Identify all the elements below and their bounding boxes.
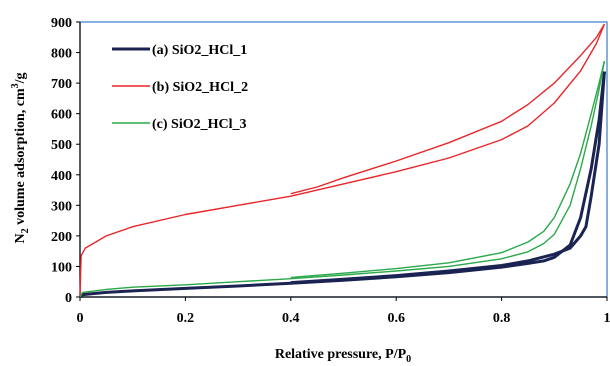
b-sio2-hcl-2-desorption-line — [290, 23, 606, 195]
legend-label: (c) SiO2_HCl_3 — [152, 117, 247, 132]
x-tick-label: 0.6 — [387, 311, 405, 326]
y-tick-label: 100 — [51, 260, 72, 275]
legend: (a) SiO2_HCl_1 (b) SiO2_HCl_2 (c) SiO2_HCl… — [112, 43, 248, 132]
y-axis-title: N2 volume adsorption, cm3/g — [10, 72, 31, 243]
series-layer — [78, 23, 606, 299]
x-axis-title: Relative pressure, P/P0 — [275, 347, 411, 365]
x-tick-label: 1 — [604, 311, 610, 326]
y-tick-label: 500 — [51, 138, 72, 153]
y-tick-label: 400 — [51, 169, 72, 184]
y-tick-label: 200 — [51, 230, 72, 245]
y-tick-label: 700 — [51, 77, 72, 92]
x-tick-label: 0.2 — [177, 311, 195, 326]
b-sio2-hcl-2-adsorption-line — [79, 23, 606, 298]
x-tick-label: 0.8 — [493, 311, 511, 326]
plot-area — [79, 21, 608, 298]
y-tick-label: 900 — [51, 16, 72, 31]
y-tick-label: 300 — [51, 199, 72, 214]
x-axis-ticks: 0 0.2 0.4 0.6 0.8 1 — [77, 297, 610, 326]
y-tick-label: 0 — [65, 291, 72, 306]
legend-label: (b) SiO2_HCl_2 — [152, 80, 248, 95]
x-tick-label: 0 — [77, 311, 84, 326]
y-tick-label: 600 — [51, 108, 72, 123]
a-sio2-hcl-1-desorption-line — [290, 71, 606, 285]
y-tick-label: 800 — [51, 47, 72, 62]
x-tick-label: 0.4 — [282, 311, 300, 326]
plot-border — [79, 21, 608, 298]
a-sio2-hcl-1-adsorption-line — [78, 71, 606, 299]
c-sio2-hcl-3-adsorption-line — [79, 60, 606, 298]
legend-label: (a) SiO2_HCl_1 — [152, 43, 247, 58]
c-sio2-hcl-3-desorption-line — [290, 60, 606, 279]
y-axis-ticks: 0 100 200 300 400 500 600 700 800 900 — [51, 16, 80, 306]
